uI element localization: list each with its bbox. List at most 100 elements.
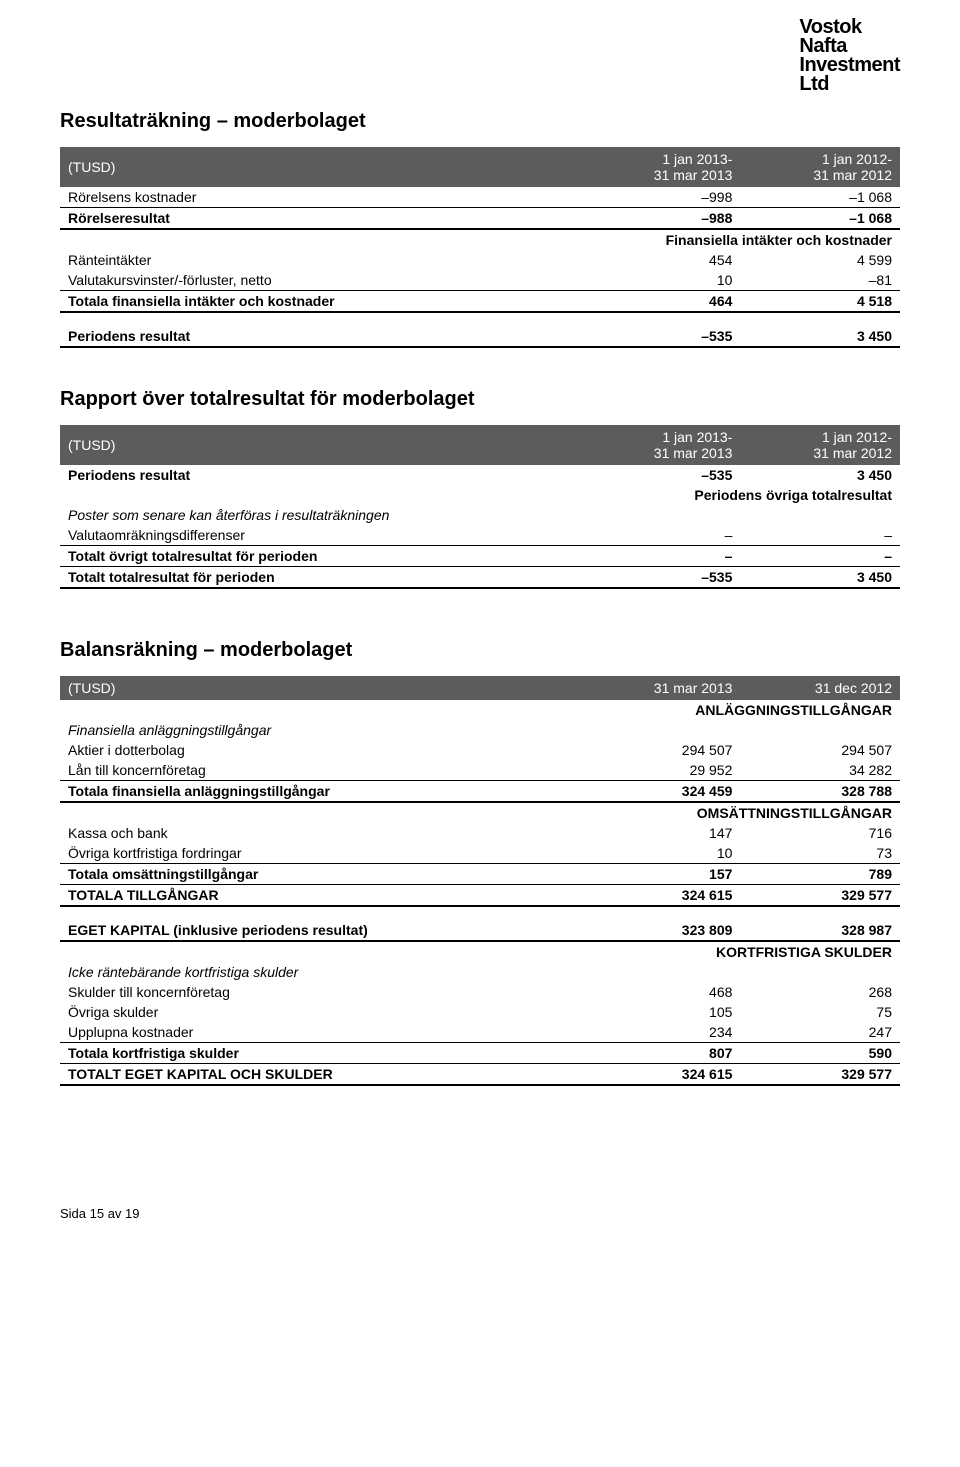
row-value: 268 <box>740 982 900 1002</box>
page-footer: Sida 15 av 19 <box>60 1206 900 1221</box>
header-col2: 1 jan 2012-31 mar 2012 <box>740 425 900 465</box>
row-value: 454 <box>581 250 741 270</box>
comprehensive-income-table: (TUSD) 1 jan 2013-31 mar 2013 1 jan 2012… <box>60 425 900 589</box>
group-label: ANLÄGGNINGSTILLGÅNGAR <box>60 700 900 720</box>
table-row: Övriga skulder 105 75 <box>60 1002 900 1022</box>
table-header-row: (TUSD) 1 jan 2013-31 mar 2013 1 jan 2012… <box>60 425 900 465</box>
table-row: TOTALA TILLGÅNGAR 324 615 329 577 <box>60 885 900 907</box>
row-value: 34 282 <box>740 760 900 781</box>
row-value: 324 459 <box>581 781 741 803</box>
row-label: Totalt totalresultat för perioden <box>60 567 581 589</box>
header-col1: 1 jan 2013-31 mar 2013 <box>581 425 741 465</box>
row-value: 73 <box>740 843 900 864</box>
row-value: 3 450 <box>740 326 900 347</box>
row-value: 789 <box>740 864 900 885</box>
row-label: Aktier i dotterbolag <box>60 740 581 760</box>
header-label: (TUSD) <box>60 425 581 465</box>
row-value: 324 615 <box>581 885 741 907</box>
row-value: 324 615 <box>581 1064 741 1086</box>
row-value: 157 <box>581 864 741 885</box>
row-value: 464 <box>581 291 741 313</box>
header-label: (TUSD) <box>60 147 581 187</box>
table-row: Kassa och bank 147 716 <box>60 823 900 843</box>
group-label: KORTFRISTIGA SKULDER <box>60 941 900 962</box>
row-value: – <box>740 525 900 546</box>
header-col2: 1 jan 2012-31 mar 2012 <box>740 147 900 187</box>
row-label: Kassa och bank <box>60 823 581 843</box>
row-label: Periodens resultat <box>60 465 581 485</box>
row-value: –1 068 <box>740 187 900 208</box>
row-value: 3 450 <box>740 465 900 485</box>
table-row: TOTALT EGET KAPITAL OCH SKULDER 324 615 … <box>60 1064 900 1086</box>
sub-label: Finansiella anläggningstillgångar <box>60 720 900 740</box>
row-value: –535 <box>581 465 741 485</box>
row-label: Lån till koncernföretag <box>60 760 581 781</box>
header-label: (TUSD) <box>60 676 581 700</box>
row-label: Totala finansiella intäkter och kostnade… <box>60 291 581 313</box>
row-value: 10 <box>581 843 741 864</box>
company-logo: Vostok Nafta Investment Ltd <box>799 18 900 94</box>
row-value: –988 <box>581 208 741 230</box>
row-value: 247 <box>740 1022 900 1043</box>
row-value: 329 577 <box>740 1064 900 1086</box>
row-value: 75 <box>740 1002 900 1022</box>
table-group-heading: ANLÄGGNINGSTILLGÅNGAR <box>60 700 900 720</box>
row-value: 468 <box>581 982 741 1002</box>
table-row: Valutakursvinster/-förluster, netto 10 –… <box>60 270 900 291</box>
row-value: – <box>581 525 741 546</box>
table-sub-heading: Poster som senare kan återföras i result… <box>60 505 900 525</box>
table-row: Totala finansiella intäkter och kostnade… <box>60 291 900 313</box>
row-value: 10 <box>581 270 741 291</box>
row-value: – <box>581 546 741 567</box>
table-row: Totalt övrigt totalresultat för perioden… <box>60 546 900 567</box>
table-row: Rörelseresultat –988 –1 068 <box>60 208 900 230</box>
row-value: 807 <box>581 1043 741 1064</box>
table-group-heading: KORTFRISTIGA SKULDER <box>60 941 900 962</box>
table-group-heading: Periodens övriga totalresultat <box>60 485 900 505</box>
row-value: 234 <box>581 1022 741 1043</box>
row-value: –535 <box>581 567 741 589</box>
row-value: 323 809 <box>581 920 741 941</box>
group-label: OMSÄTTNINGSTILLGÅNGAR <box>60 802 900 823</box>
row-label: Rörelsens kostnader <box>60 187 581 208</box>
row-label: Valutakursvinster/-förluster, netto <box>60 270 581 291</box>
table-row: Upplupna kostnader 234 247 <box>60 1022 900 1043</box>
sub-label: Poster som senare kan återföras i result… <box>60 505 900 525</box>
row-value: –535 <box>581 326 741 347</box>
row-value: –81 <box>740 270 900 291</box>
row-value: –998 <box>581 187 741 208</box>
row-value: 294 507 <box>581 740 741 760</box>
table-row: EGET KAPITAL (inklusive periodens result… <box>60 920 900 941</box>
table-sub-heading: Finansiella anläggningstillgångar <box>60 720 900 740</box>
row-label: Periodens resultat <box>60 326 581 347</box>
row-label: TOTALT EGET KAPITAL OCH SKULDER <box>60 1064 581 1086</box>
row-value: 328 987 <box>740 920 900 941</box>
row-label: TOTALA TILLGÅNGAR <box>60 885 581 907</box>
table-row: Totala finansiella anläggningstillgångar… <box>60 781 900 803</box>
group-label: Finansiella intäkter och kostnader <box>60 229 900 250</box>
row-value: 294 507 <box>740 740 900 760</box>
row-label: Ränteintäkter <box>60 250 581 270</box>
table-row: Lån till koncernföretag 29 952 34 282 <box>60 760 900 781</box>
row-value: –1 068 <box>740 208 900 230</box>
row-label: Totala finansiella anläggningstillgångar <box>60 781 581 803</box>
row-label: EGET KAPITAL (inklusive periodens result… <box>60 920 581 941</box>
section-title-income: Resultaträkning – moderbolaget <box>60 110 900 133</box>
row-label: Upplupna kostnader <box>60 1022 581 1043</box>
header-col1: 31 mar 2013 <box>581 676 741 700</box>
row-value: – <box>740 546 900 567</box>
table-row: Skulder till koncernföretag 468 268 <box>60 982 900 1002</box>
row-value: 328 788 <box>740 781 900 803</box>
section-title-balance: Balansräkning – moderbolaget <box>60 639 900 662</box>
logo-line: Ltd <box>799 73 829 95</box>
row-value: 4 599 <box>740 250 900 270</box>
row-value: 329 577 <box>740 885 900 907</box>
row-label: Övriga skulder <box>60 1002 581 1022</box>
table-row: Övriga kortfristiga fordringar 10 73 <box>60 843 900 864</box>
group-label: Periodens övriga totalresultat <box>60 485 900 505</box>
header-col2: 31 dec 2012 <box>740 676 900 700</box>
table-row: Aktier i dotterbolag 294 507 294 507 <box>60 740 900 760</box>
table-header-row: (TUSD) 31 mar 2013 31 dec 2012 <box>60 676 900 700</box>
row-label: Totala omsättningstillgångar <box>60 864 581 885</box>
row-value: 147 <box>581 823 741 843</box>
